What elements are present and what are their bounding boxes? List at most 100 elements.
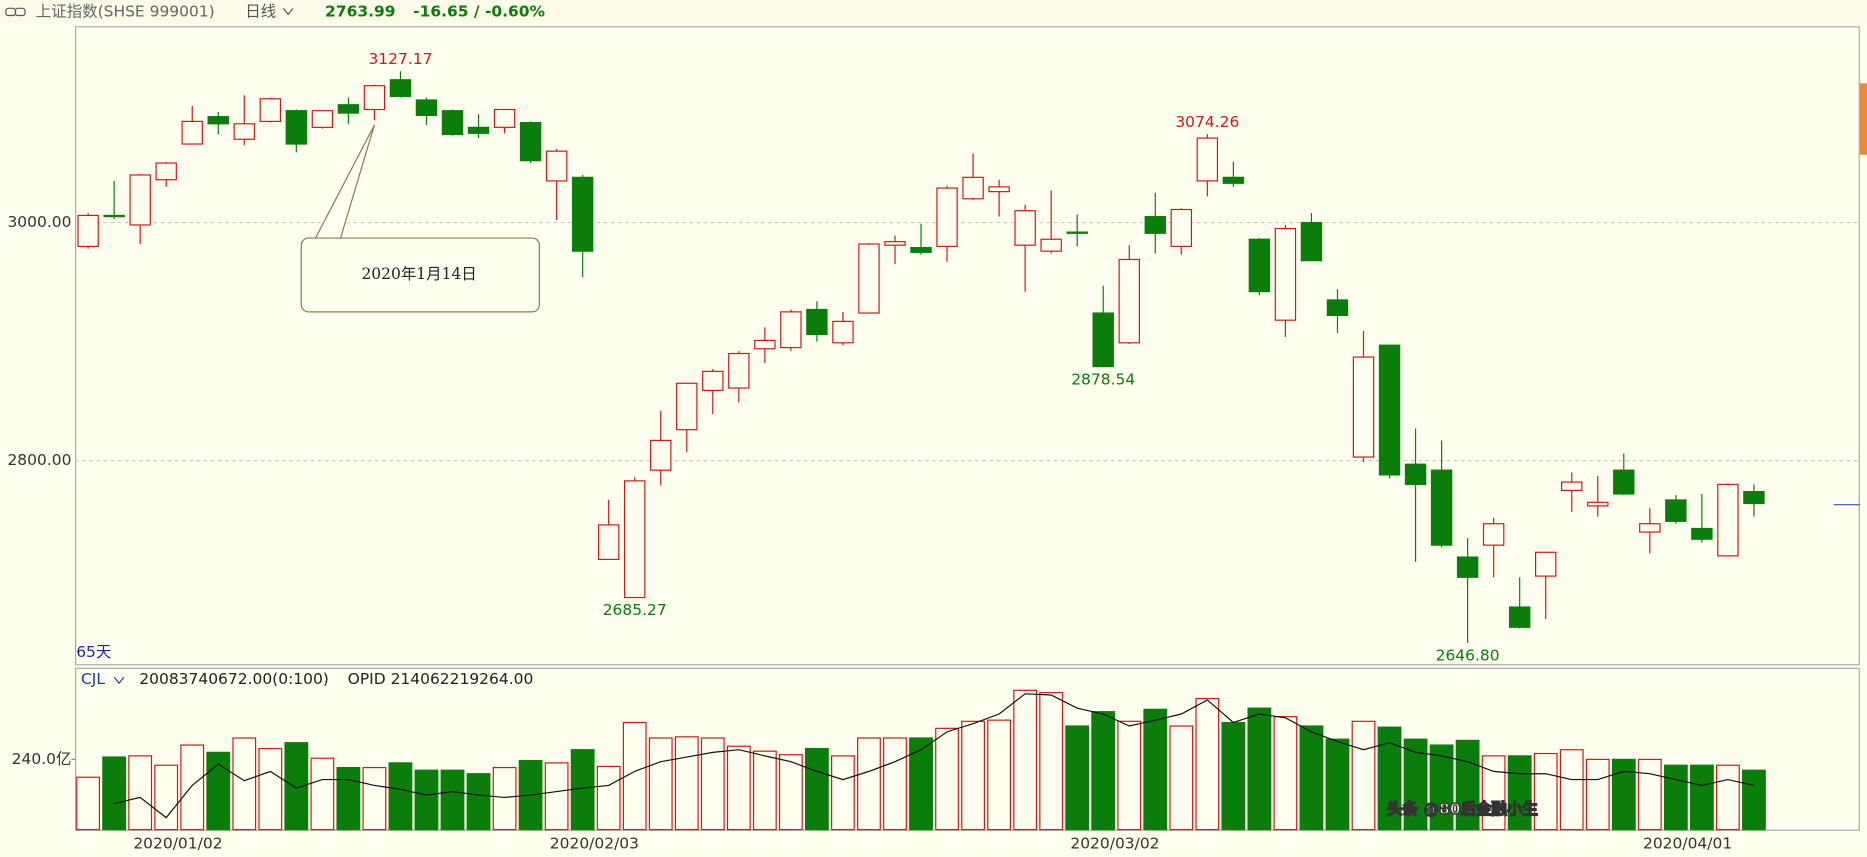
extreme-label: 3127.17	[368, 50, 432, 68]
volume-bar	[1715, 764, 1740, 831]
extreme-label: 3074.26	[1175, 113, 1239, 131]
candle-body	[623, 480, 646, 599]
volume-bar	[1533, 752, 1558, 831]
candle-body	[1248, 238, 1271, 293]
volume-bar	[206, 751, 231, 831]
candle-body	[1014, 210, 1036, 246]
candle-body	[129, 174, 151, 226]
volume-bar	[258, 747, 283, 831]
candle-body	[1092, 312, 1114, 368]
volume-bar	[154, 764, 179, 831]
volume-bar	[909, 737, 933, 831]
volume-bar	[805, 747, 829, 831]
candle-body	[1118, 258, 1140, 344]
link-icon	[5, 7, 26, 17]
volume-bar	[310, 757, 335, 831]
candle-body	[1144, 216, 1166, 234]
volume-bar	[648, 737, 673, 831]
volume-bar	[336, 766, 361, 831]
volume-bar	[1273, 716, 1298, 831]
volume-bar	[1039, 692, 1064, 831]
volume-bar	[1429, 744, 1454, 831]
candle-body	[962, 176, 984, 200]
candle-body	[702, 370, 724, 392]
volume-bar	[544, 762, 569, 831]
extreme-label: 2646.80	[1436, 647, 1500, 665]
volume-bar	[1143, 708, 1168, 831]
dropdown-arrow	[282, 7, 294, 16]
volume-bar	[1455, 739, 1480, 831]
volume-bar	[883, 737, 907, 831]
callout-pointer	[315, 124, 375, 239]
volume-bar	[778, 754, 803, 831]
candle-body	[676, 382, 698, 431]
candle-body	[806, 308, 828, 336]
y-tick-label: 240.0亿	[12, 750, 72, 768]
scroll-handle[interactable]	[1859, 83, 1867, 155]
candle-body	[1639, 523, 1661, 533]
candle-body	[1482, 523, 1505, 546]
volume-bar	[1169, 725, 1194, 831]
volume-bar	[961, 720, 985, 831]
volume-bar	[596, 765, 621, 831]
price: 2763.99	[325, 2, 395, 20]
volume-bar	[935, 727, 959, 831]
candle-body	[571, 176, 594, 252]
volume-bar	[388, 762, 413, 831]
candle-body	[728, 352, 750, 389]
candle-body	[259, 98, 282, 123]
x-tick-label: 2020/04/01	[1643, 834, 1732, 852]
period[interactable]: 日线	[245, 2, 276, 20]
volume-info: OPID 214062219264.00	[348, 670, 534, 688]
candle-body	[1222, 176, 1245, 184]
volume-bar	[1351, 720, 1376, 831]
candle-body	[1691, 527, 1713, 540]
callout-box	[300, 237, 540, 313]
volume-bar	[1585, 758, 1610, 831]
volume-bar	[1481, 755, 1506, 831]
volume-bar	[1221, 721, 1246, 831]
volume-bar	[1299, 725, 1324, 831]
candle-body	[207, 116, 229, 125]
candle-body	[754, 339, 776, 350]
candle-body	[77, 214, 99, 247]
volume-bar	[1507, 755, 1532, 831]
candle-body	[858, 243, 880, 314]
volume-title: CJL	[81, 670, 105, 688]
volume-bar	[1403, 738, 1428, 831]
x-tick-label: 2020/03/02	[1070, 834, 1159, 852]
candle-body	[181, 120, 203, 145]
candle-body	[1040, 238, 1062, 252]
candle-body	[988, 186, 1010, 193]
candle-body	[1587, 501, 1609, 507]
volume-bar	[492, 766, 517, 831]
candle-body	[493, 108, 516, 128]
candle-body	[650, 439, 672, 471]
dropdown-arrow	[113, 676, 125, 685]
candle-body	[103, 214, 125, 218]
candle-body	[1300, 221, 1323, 262]
candle-body	[1170, 208, 1193, 247]
candle-body	[1274, 227, 1297, 321]
volume-bar	[622, 721, 647, 831]
volume-bar	[1689, 764, 1714, 831]
period-label: 65天	[76, 643, 111, 661]
volume-bar	[700, 737, 725, 831]
candle-body	[311, 110, 334, 128]
candle-body	[1066, 231, 1088, 234]
candle-body	[467, 126, 490, 134]
volume-bar	[362, 766, 387, 831]
watermark: 头条 @80后金融小生	[1387, 799, 1538, 818]
candle-body	[832, 320, 854, 344]
candle-body	[1378, 344, 1401, 476]
candle-body	[1508, 606, 1531, 628]
volume-bar	[1637, 758, 1662, 831]
candle-body	[1456, 556, 1479, 578]
candle-body	[337, 104, 360, 114]
volume-bar	[1742, 769, 1766, 831]
volume-bar	[284, 742, 309, 831]
candle-body	[1665, 499, 1687, 522]
candle-body	[1534, 551, 1557, 577]
volume-bar	[1663, 764, 1688, 831]
volume-bar	[1325, 738, 1350, 831]
